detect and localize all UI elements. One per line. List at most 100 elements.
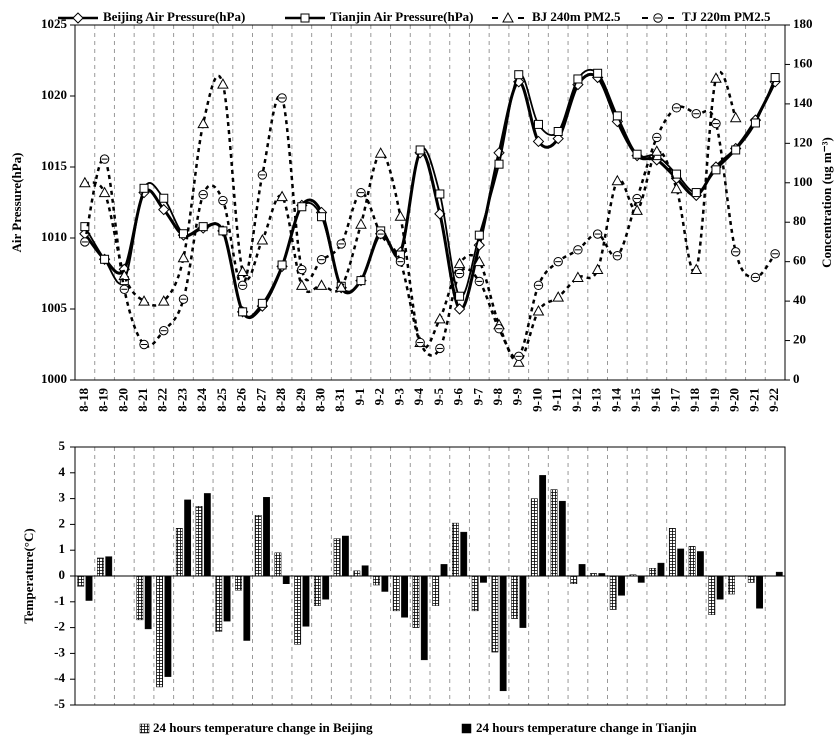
legend-label: Beijing Air Pressure(hPa) [103, 9, 245, 24]
bar [412, 575, 420, 628]
circle-marker [454, 268, 465, 279]
triangle-marker [611, 174, 624, 186]
square-marker [750, 118, 760, 128]
x-tick-label: 9-10 [529, 388, 544, 412]
x-tick-label: 9-17 [668, 388, 683, 412]
y-tick-label: 4 [59, 464, 66, 479]
bar [77, 575, 85, 587]
bar [313, 575, 321, 606]
bar [302, 575, 310, 627]
bar [550, 489, 558, 577]
x-tick-label: 9-18 [687, 388, 702, 412]
circle-marker [375, 229, 386, 239]
triangle-marker [315, 279, 328, 290]
diamond-marker [532, 135, 545, 148]
y-axis-label: Air Pressure(hPa) [9, 152, 24, 252]
circle-marker [316, 254, 327, 265]
x-tick-label: 9-1 [352, 388, 367, 405]
y-tick-label: 5 [59, 438, 66, 453]
x-tick-label: 9-20 [727, 388, 742, 412]
triangle-marker [502, 11, 514, 23]
y-tick-label: 1 [59, 541, 66, 556]
triangle-marker [197, 117, 210, 129]
square-marker [297, 202, 307, 212]
triangle-marker [453, 257, 466, 269]
bar [392, 575, 400, 612]
y-tick-label: 0 [59, 567, 66, 582]
circle-marker [159, 325, 169, 336]
legend-label: TJ 220m PM2.5 [682, 9, 771, 24]
circle-marker [711, 118, 721, 129]
bar [649, 568, 657, 577]
circle-marker [80, 237, 90, 247]
x-tick-label: 8-19 [96, 388, 111, 412]
triangle-marker [256, 233, 269, 245]
triangle-marker [394, 210, 407, 221]
triangle-marker [157, 295, 170, 306]
square-marker [455, 291, 465, 301]
square-marker [514, 70, 524, 80]
bar [401, 575, 408, 618]
x-tick-label: 8-25 [214, 388, 229, 412]
circle-marker [730, 247, 741, 257]
bar [452, 522, 459, 577]
bar [756, 575, 763, 609]
square-marker [100, 254, 110, 264]
diamond-marker [453, 303, 466, 315]
circle-marker [198, 189, 208, 200]
triangle-marker [512, 356, 525, 367]
bar [361, 565, 369, 577]
square-marker [711, 165, 721, 175]
square-marker [80, 222, 90, 232]
bar [294, 575, 302, 645]
triangle-marker [690, 263, 703, 275]
bar [637, 575, 645, 583]
square-marker [494, 159, 504, 169]
bar [282, 575, 290, 584]
bar [511, 575, 519, 619]
triangle-marker [177, 251, 190, 263]
triangle-marker [98, 186, 111, 198]
bar [97, 557, 104, 577]
y-tick-label: 3 [59, 490, 66, 505]
square-marker [300, 13, 310, 23]
y2-tick-label: 180 [793, 16, 813, 31]
legend-label: Tianjin Air Pressure(hPa) [330, 9, 474, 24]
bar [254, 515, 262, 577]
square-marker [672, 169, 682, 179]
bar [175, 528, 183, 577]
square-marker [435, 189, 445, 199]
circle-marker [573, 245, 583, 255]
bar [274, 552, 282, 577]
circle-marker [632, 193, 642, 204]
x-tick-label: 9-7 [470, 388, 485, 406]
x-tick-label: 9-11 [549, 388, 564, 411]
bar [708, 575, 716, 615]
circle-marker [612, 251, 623, 261]
y2-tick-label: 40 [793, 292, 806, 307]
circle-marker [297, 264, 307, 275]
square-marker [317, 212, 327, 222]
diamond-marker [158, 203, 170, 216]
circle-marker [592, 229, 603, 239]
y2-axis-label: Concentration (ug m⁻³) [819, 137, 834, 268]
square-marker [553, 127, 563, 136]
x-tick-label: 8-24 [194, 388, 209, 412]
x-tick-label: 9-21 [746, 388, 761, 412]
x-tick-label: 9-13 [589, 388, 604, 412]
bar [775, 571, 783, 577]
circle-marker [770, 249, 780, 259]
bar [195, 506, 203, 577]
square-marker [198, 222, 208, 232]
circle-marker [119, 284, 130, 294]
bar [460, 531, 468, 577]
x-tick-label: 9-16 [648, 388, 663, 412]
legend-label: 24 hours temperature change in Tianjin [476, 720, 697, 735]
bar [618, 575, 625, 596]
diamond-marker [552, 132, 564, 145]
triangle-marker [276, 190, 288, 202]
circle-marker [277, 93, 287, 103]
triangle-marker [355, 218, 367, 229]
bar [373, 575, 380, 586]
circle-marker [178, 294, 189, 304]
